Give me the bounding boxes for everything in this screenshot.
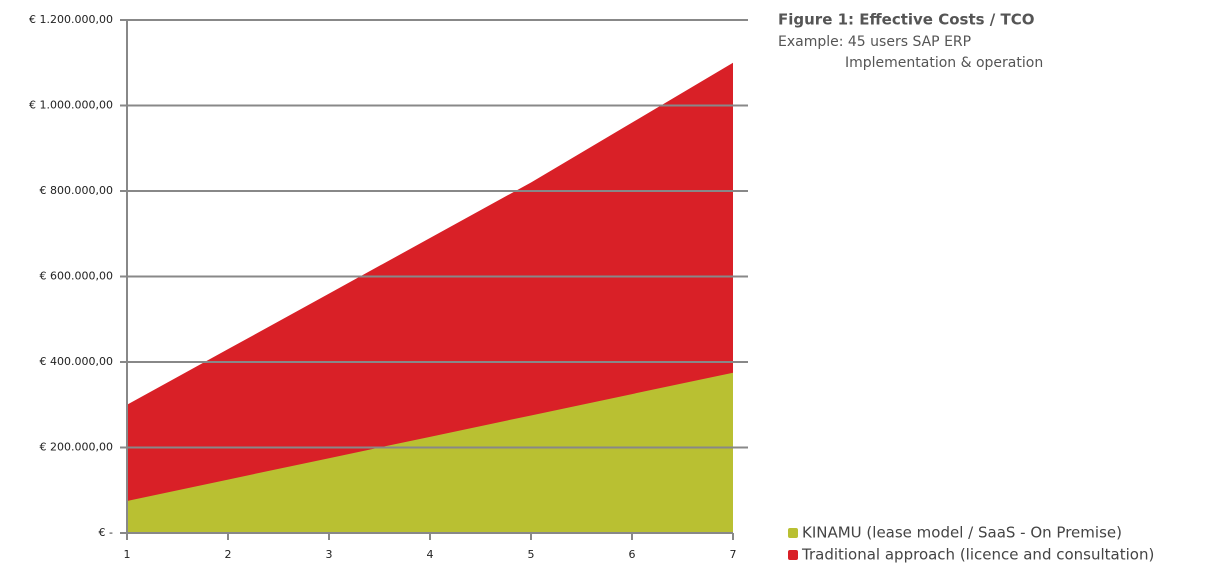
x-tick-label: 1 (124, 548, 131, 561)
x-tick-label: 3 (326, 548, 333, 561)
y-tick-label: € 200.000,00 (40, 441, 113, 454)
x-tick-label: 2 (225, 548, 232, 561)
chart-subtitle: Implementation & operation (845, 55, 1043, 71)
area (127, 372, 733, 533)
x-tick-label: 4 (427, 548, 434, 561)
x-tick-label: 7 (730, 548, 737, 561)
legend-label: KINAMU (lease model / SaaS - On Premise) (802, 524, 1122, 542)
x-tick-label: 6 (629, 548, 636, 561)
chart-title: Figure 1: Effective Costs / TCO (778, 11, 1034, 29)
y-tick-label: € 400.000,00 (40, 355, 113, 368)
y-tick-label: € 600.000,00 (40, 270, 113, 283)
x-tick-label: 5 (528, 548, 535, 561)
y-tick-label: € 1.000.000,00 (29, 99, 113, 112)
legend-swatch (788, 550, 798, 560)
chart-subtitle: Example: 45 users SAP ERP (778, 34, 971, 50)
legend-swatch (788, 528, 798, 538)
y-tick-label: € - (99, 526, 113, 539)
legend-label: Traditional approach (licence and consul… (801, 546, 1154, 564)
y-tick-label: € 800.000,00 (40, 184, 113, 197)
y-tick-label: € 1.200.000,00 (29, 13, 113, 26)
